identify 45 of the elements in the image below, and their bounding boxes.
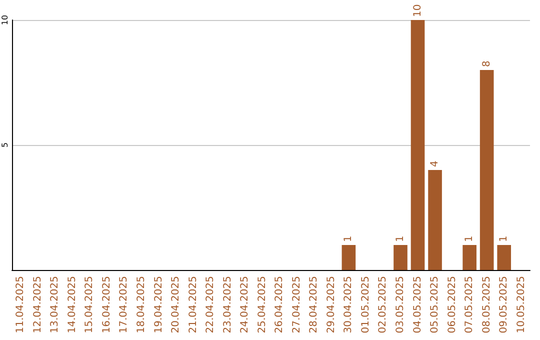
x-tick-label: 11.04.2025	[15, 276, 26, 334]
x-tick-label: 22.04.2025	[205, 276, 216, 334]
bar	[394, 245, 408, 270]
x-tick-label: 14.04.2025	[66, 276, 78, 334]
bar	[497, 245, 512, 270]
data-label: 1	[395, 236, 406, 242]
bar	[342, 245, 356, 270]
x-tick-label: 29.04.2025	[326, 276, 337, 334]
x-tick-label: 13.04.2025	[50, 276, 61, 334]
data-label: 8	[481, 60, 492, 67]
x-tick-label: 21.04.2025	[188, 276, 199, 334]
bar	[410, 20, 425, 270]
x-tick-label: 18.04.2025	[136, 276, 147, 334]
x-tick-label: 09.05.2025	[498, 276, 510, 334]
x-tick-label: 10.05.2025	[516, 276, 527, 334]
x-tick-label: 24.04.2025	[240, 276, 251, 334]
x-tick-label: 07.05.2025	[464, 276, 476, 334]
data-label: 10	[412, 4, 424, 17]
x-tick-label: 02.05.2025	[378, 276, 389, 334]
x-tick-label: 08.05.2025	[481, 276, 492, 334]
data-label: 4	[430, 160, 441, 167]
x-tick-label: 19.04.2025	[153, 276, 164, 334]
x-tick-label: 16.04.2025	[101, 276, 112, 334]
x-tick-label: 06.05.2025	[446, 276, 458, 334]
x-tick-label: 03.05.2025	[395, 276, 406, 334]
x-tick-label: 15.04.2025	[84, 276, 96, 334]
x-tick-label: 12.04.2025	[32, 276, 44, 334]
x-tick-label: 17.04.2025	[118, 276, 130, 334]
x-tick-label: 27.04.2025	[291, 276, 302, 334]
data-label: 1	[343, 236, 354, 242]
bar	[480, 70, 494, 270]
x-tick-label: 23.04.2025	[222, 276, 234, 334]
x-tick-label: 01.05.2025	[360, 276, 372, 334]
x-tick-label: 25.04.2025	[256, 276, 268, 334]
x-tick-label: 05.05.2025	[430, 276, 441, 334]
x-tick-label: 30.04.2025	[343, 276, 354, 334]
x-tick-label: 04.05.2025	[412, 276, 424, 334]
data-label: 1	[498, 236, 510, 242]
x-tick-label: 26.04.2025	[274, 276, 286, 334]
y-tick-label: 5	[0, 142, 10, 148]
x-tick-label: 20.04.2025	[170, 276, 182, 334]
x-tick-label: 28.04.2025	[308, 276, 320, 334]
bar	[428, 170, 442, 270]
bar	[462, 245, 476, 270]
data-label: 1	[464, 236, 476, 242]
